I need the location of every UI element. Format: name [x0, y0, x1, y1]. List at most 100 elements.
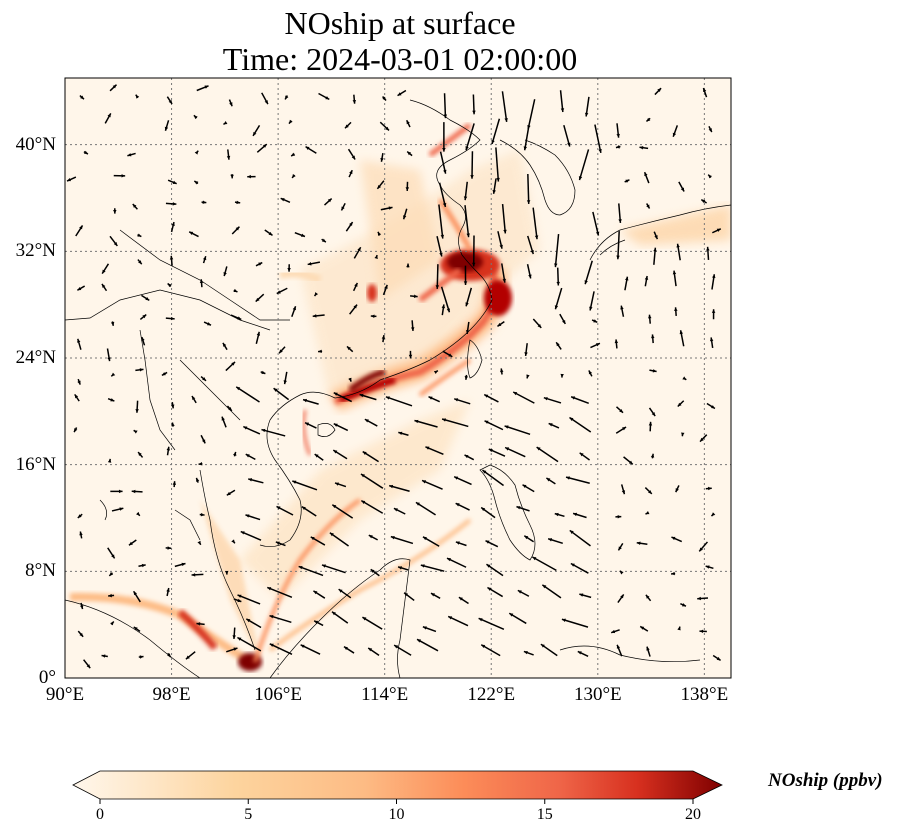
wind-arrow: [196, 622, 205, 626]
wind-arrow: [480, 644, 501, 657]
wind-arrow: [591, 319, 598, 323]
lon-tick-label: 138°E: [680, 684, 729, 705]
wind-arrow: [377, 231, 382, 236]
wind-arrow: [255, 293, 265, 303]
wind-arrow: [195, 477, 200, 483]
wind-arrow: [402, 208, 408, 220]
wind-arrow: [79, 531, 83, 539]
wind-arrow: [408, 350, 413, 359]
wind-arrow: [165, 202, 177, 206]
wind-arrow: [379, 121, 390, 131]
wind-arrow: [648, 407, 656, 417]
coastlines: [65, 99, 731, 678]
wind-arrow: [428, 396, 441, 403]
wind-arrow: [677, 400, 685, 408]
wind-arrow: [359, 393, 377, 401]
wind-arrow: [560, 373, 564, 378]
wind-arrow: [347, 148, 356, 160]
wind-arrow: [77, 378, 81, 385]
wind-arrow: [77, 338, 82, 350]
wind-arrow: [645, 594, 652, 602]
wind-arrow: [438, 204, 445, 239]
wind-arrow: [388, 484, 410, 492]
wind-arrow: [439, 151, 447, 174]
wind-arrow: [526, 173, 531, 204]
wind-arrow: [464, 374, 469, 380]
wind-arrow: [194, 150, 199, 155]
wind-arrow: [645, 510, 650, 515]
wind-arrow: [565, 476, 590, 484]
wind-arrow: [700, 198, 708, 204]
wind-arrow: [240, 530, 262, 541]
wind-arrow: [141, 336, 146, 346]
wind-arrow: [203, 321, 212, 326]
wind-arrow: [554, 512, 565, 518]
wind-arrow: [110, 321, 115, 326]
wind-arrow: [245, 453, 256, 461]
wind-arrow: [321, 238, 327, 243]
wind-arrow: [415, 501, 436, 516]
wind-arrow: [385, 396, 413, 407]
wind-arrow: [523, 650, 534, 656]
wind-arrow: [170, 221, 175, 233]
wind-arrow: [245, 618, 262, 629]
wind-arrow: [707, 174, 712, 179]
wind-arrow: [223, 266, 228, 277]
wind-arrow: [360, 473, 384, 489]
lon-tick-label: 106°E: [254, 684, 302, 705]
lat-tick-label: 16°N: [15, 453, 56, 475]
wind-arrow: [76, 285, 86, 291]
wind-arrow: [245, 514, 261, 521]
wind-arrow: [651, 334, 655, 344]
wind-arrow: [465, 321, 470, 335]
wind-arrow: [501, 204, 507, 234]
wind-arrow: [200, 434, 206, 444]
wind-arrow: [338, 588, 352, 599]
colorbar-tick-label: 20: [685, 806, 701, 823]
wind-arrow: [230, 314, 242, 321]
wind-arrow: [331, 504, 354, 519]
wind-arrow: [288, 119, 293, 125]
wind-arrow: [108, 572, 114, 577]
wind-arrow: [226, 489, 236, 496]
wind-arrow: [681, 432, 685, 437]
wind-arrow: [672, 125, 679, 138]
wind-arrow: [269, 643, 293, 656]
wind-arrow: [491, 118, 501, 145]
wind-arrow: [447, 615, 469, 627]
wind-arrow: [170, 401, 175, 409]
wind-arrow: [66, 176, 77, 182]
wind-arrow: [443, 93, 448, 119]
wind-arrow: [699, 434, 708, 443]
wind-arrow: [711, 274, 716, 290]
wind-arrow: [138, 563, 146, 568]
wind-arrow: [570, 562, 589, 574]
wind-arrow: [569, 529, 591, 547]
wind-arrow: [222, 342, 228, 351]
wind-arrow: [80, 602, 84, 610]
wind-arrow: [711, 309, 716, 320]
wind-arrow: [305, 145, 317, 154]
colorbar-tick-label: 0: [96, 806, 104, 823]
wind-arrow: [478, 617, 505, 631]
wind-arrow: [166, 96, 173, 105]
wind-arrow: [416, 638, 439, 652]
wind-arrow: [360, 499, 384, 514]
wind-arrow: [526, 374, 530, 379]
wind-arrow: [231, 539, 236, 544]
wind-arrow: [584, 96, 590, 117]
wind-arrow: [165, 316, 175, 321]
wind-arrow: [376, 180, 385, 190]
wind-arrow: [344, 121, 352, 129]
wind-arrow: [705, 565, 714, 570]
wind-arrow: [340, 202, 346, 211]
wind-arrow: [672, 270, 677, 287]
wind-arrow: [618, 203, 622, 223]
wind-arrow: [110, 489, 123, 494]
wind-arrow: [233, 288, 238, 293]
wind-arrow: [302, 398, 319, 405]
wind-arrow: [136, 511, 141, 517]
wind-arrow: [540, 643, 558, 657]
wind-arrow: [615, 145, 621, 149]
wind-arrow: [610, 629, 620, 634]
